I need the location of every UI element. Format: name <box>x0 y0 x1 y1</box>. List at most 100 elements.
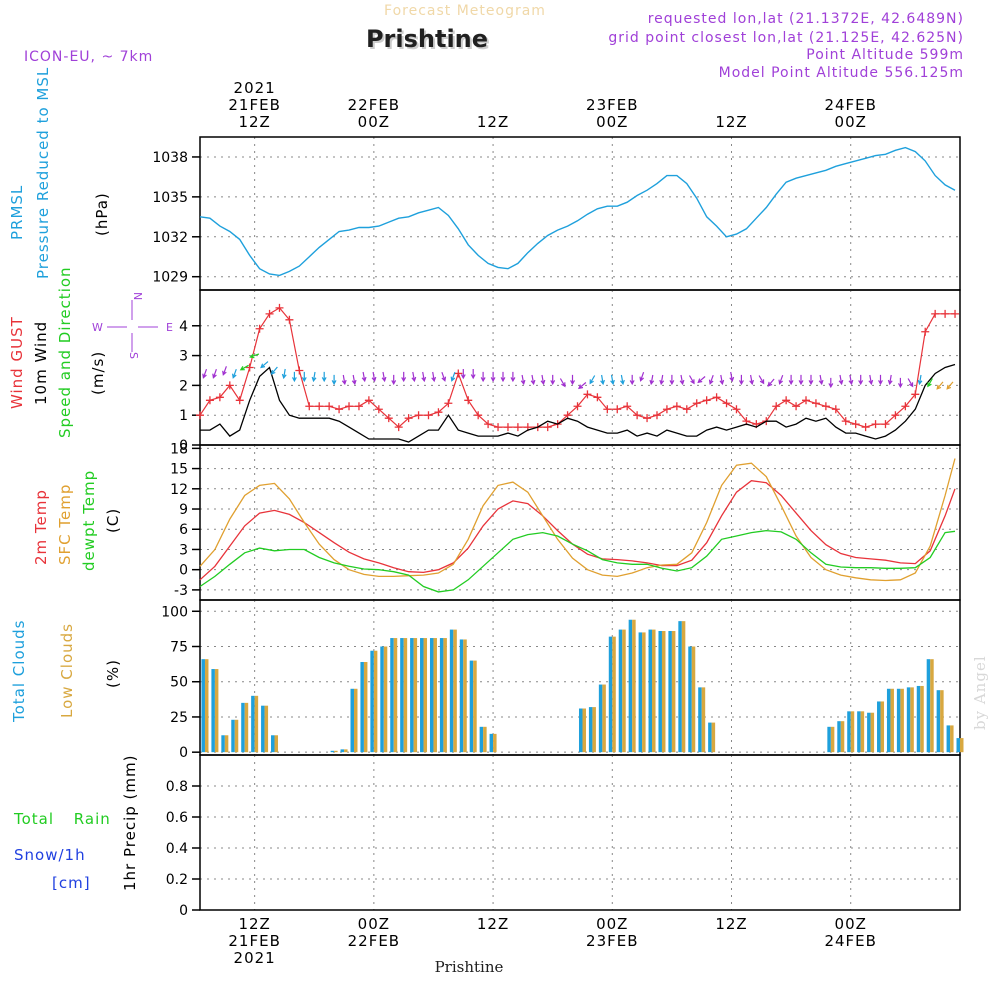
wind-gust-marker <box>404 414 413 423</box>
total-cloud-bar <box>350 688 354 753</box>
bottom-time-label: 23FEB <box>586 932 638 950</box>
total-cloud-bar <box>837 721 841 753</box>
y-tick-label: 6 <box>179 522 188 538</box>
total-cloud-bar <box>857 711 861 753</box>
y-tick-label: 0.6 <box>166 810 188 826</box>
wind-gust-marker <box>633 411 642 420</box>
y-tick-label: 1 <box>179 408 188 424</box>
top-time-label: 24FEB <box>824 96 876 114</box>
low-cloud-bar <box>880 701 885 753</box>
wind-direction-arrow <box>848 374 854 386</box>
wind-gust-marker <box>275 303 284 312</box>
wind-direction-arrow <box>361 371 367 383</box>
low-cloud-bar <box>890 688 894 753</box>
snow-unit-label: [cm] <box>52 874 91 892</box>
low-cloud-bar <box>671 631 676 753</box>
wind-gust-marker <box>821 402 830 411</box>
wind-gust-marker <box>901 402 910 411</box>
wind-direction-arrow <box>578 382 587 390</box>
y-tick-label: 0.2 <box>166 872 188 888</box>
wind-direction-arrow <box>331 374 337 386</box>
y-tick-label: 100 <box>161 604 188 620</box>
top-time-label: 21FEB <box>228 96 280 114</box>
wind-gust-marker <box>702 396 711 405</box>
wind-direction-arrow <box>341 374 347 386</box>
wind-side-labels: Wind GUST 10m Wind Speed and Direction (… <box>8 266 173 438</box>
compass-w: W <box>92 321 103 334</box>
y-tick-label: 15 <box>170 462 188 478</box>
wind-direction-arrow <box>688 375 695 385</box>
wind-direction-arrow <box>758 375 765 385</box>
wind-direction-arrow <box>222 366 227 376</box>
wind-direction-arrow <box>917 374 923 386</box>
wind-direction-arrow <box>260 361 269 369</box>
wind-gust-marker <box>782 396 791 405</box>
y-tick-label: 0 <box>179 438 188 454</box>
wind-gust-marker <box>911 390 920 399</box>
wind-direction-arrow <box>559 378 566 388</box>
low-cloud-bar <box>244 702 249 753</box>
low-cloud-bar <box>214 669 219 753</box>
wind-direction-arrow <box>788 374 794 386</box>
y-tick-label: 12 <box>170 482 188 498</box>
wind-gust-marker <box>573 402 582 411</box>
total-cloud-bar <box>698 687 702 753</box>
wind-gust-marker <box>881 420 890 429</box>
bottom-time-label: 00Z <box>358 915 390 933</box>
low-cloud-bar <box>592 707 596 753</box>
low-cloud-bar <box>433 638 437 753</box>
y-tick-label: 3 <box>179 349 188 365</box>
wind-gust-marker <box>662 405 671 414</box>
wind-10m-label: 10m Wind <box>32 321 50 405</box>
y-tick-label: 75 <box>170 640 188 656</box>
low-cloud-bar <box>960 738 964 753</box>
bottom-time-label: 00Z <box>835 915 867 933</box>
low-cloud-bar <box>642 632 646 753</box>
y-tick-label: 18 <box>170 441 188 457</box>
wind-gust-marker <box>861 423 870 432</box>
wind-speed-line <box>200 363 956 443</box>
wind-gust-marker <box>871 420 880 429</box>
wind-direction-arrow <box>907 378 914 388</box>
wind-gust-marker <box>315 402 324 411</box>
top-time-label: 12Z <box>715 113 747 131</box>
cloud-side-labels: Total Clouds Low Clouds (%) <box>10 620 122 723</box>
compass-n: N <box>131 292 144 300</box>
bottom-time-label: 21FEB <box>228 932 280 950</box>
grid-point-coords: grid point closest lon,lat (21.125E, 42.… <box>608 30 964 46</box>
total-cloud-bar <box>390 638 394 753</box>
wind-direction-arrow <box>927 378 933 388</box>
wind-direction-arrow <box>719 374 725 386</box>
total-cloud-bar <box>211 669 215 753</box>
wind-gust-marker <box>345 402 354 411</box>
y-tick-label: 4 <box>179 319 188 335</box>
wind-direction-arrow <box>679 374 685 386</box>
total-cloud-bar <box>489 733 494 753</box>
wind-direction-arrow <box>878 374 883 386</box>
low-cloud-bar <box>383 646 388 753</box>
wind-gust-marker <box>335 405 344 414</box>
wind-direction-arrow <box>500 371 506 383</box>
wind-gust-marker <box>474 411 483 420</box>
bottom-time-label: 00Z <box>596 915 628 933</box>
wind-gust-marker <box>593 393 602 402</box>
pressure-panel: 1029 1032 1035 1038 <box>152 136 961 291</box>
wind-gust-marker <box>513 423 522 432</box>
wind-direction-arrow <box>480 371 486 383</box>
wind-gust-marker <box>603 405 612 414</box>
total-cloud-bar <box>926 659 931 753</box>
total-cloud-bar <box>708 722 712 753</box>
top-time-label: 23FEB <box>586 96 638 114</box>
total-cloud-bar <box>648 629 653 753</box>
total-cloud-bar <box>618 629 623 753</box>
wind-direction-arrow <box>570 374 576 386</box>
low-cloud-bar <box>850 711 855 753</box>
low-cloud-bar <box>274 735 279 753</box>
total-cloud-bar <box>449 629 454 753</box>
wind-gust-marker <box>245 363 254 372</box>
total-cloud-bar <box>688 646 692 753</box>
bottom-time-label: 24FEB <box>824 932 876 950</box>
wind-gust-marker <box>454 369 463 378</box>
